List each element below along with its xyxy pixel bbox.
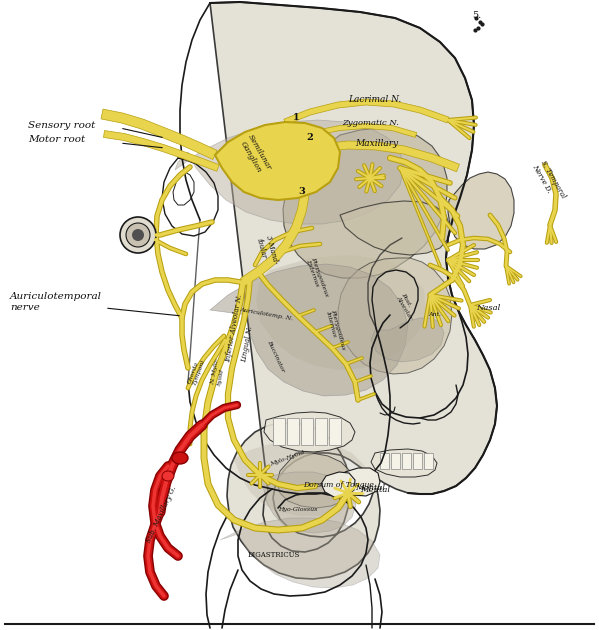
Polygon shape: [315, 418, 327, 445]
Polygon shape: [101, 109, 217, 159]
Text: Lacrimal N.: Lacrimal N.: [348, 96, 401, 105]
Polygon shape: [380, 453, 389, 469]
Text: Pterygoideus
Internus: Pterygoideus Internus: [325, 309, 346, 352]
Text: Pterygoideus
Externus: Pterygoideus Externus: [305, 256, 329, 299]
Text: Ant.: Ant.: [428, 312, 441, 318]
Text: Hyo-Glossus: Hyo-Glossus: [278, 508, 317, 512]
Text: Mental: Mental: [355, 484, 385, 492]
Polygon shape: [371, 318, 444, 362]
Polygon shape: [220, 518, 380, 588]
Text: Nasal: Nasal: [476, 304, 500, 312]
Polygon shape: [338, 258, 452, 374]
Text: Mylo-Hyoid: Mylo-Hyoid: [269, 450, 305, 467]
Text: Motor root: Motor root: [28, 135, 85, 144]
Text: Maxillary: Maxillary: [355, 139, 398, 147]
Text: Auriculotemp. N.: Auriculotemp. N.: [240, 307, 294, 322]
Text: Semilunar
Ganglion: Semilunar Ganglion: [238, 134, 273, 176]
Polygon shape: [413, 453, 422, 469]
Polygon shape: [264, 412, 355, 452]
Text: 2: 2: [307, 134, 313, 142]
Text: DIGASTRICUS: DIGASTRICUS: [248, 551, 300, 559]
Polygon shape: [301, 418, 313, 445]
Polygon shape: [273, 418, 285, 445]
Text: 5.: 5.: [472, 11, 481, 20]
Text: Lingual N.: Lingual N.: [240, 325, 255, 363]
Polygon shape: [256, 255, 426, 370]
Ellipse shape: [172, 452, 188, 464]
Polygon shape: [322, 141, 459, 172]
Text: Chorda
Tympani: Chorda Tympani: [187, 357, 207, 386]
Polygon shape: [258, 472, 356, 533]
Polygon shape: [344, 468, 380, 496]
Polygon shape: [287, 418, 299, 445]
Circle shape: [132, 229, 144, 241]
Text: 3 Mand-
ibular: 3 Mand- ibular: [255, 235, 279, 268]
Polygon shape: [215, 122, 340, 200]
Text: 3: 3: [299, 188, 305, 197]
Circle shape: [126, 223, 150, 247]
Text: 1: 1: [293, 113, 300, 122]
Circle shape: [120, 217, 156, 253]
Polygon shape: [371, 449, 437, 477]
Polygon shape: [210, 2, 497, 579]
Polygon shape: [424, 453, 433, 469]
Polygon shape: [391, 453, 400, 469]
Polygon shape: [104, 130, 219, 171]
Polygon shape: [277, 453, 354, 508]
Text: Zygomatic N.: Zygomatic N.: [342, 119, 399, 127]
Polygon shape: [210, 264, 408, 396]
Text: Post.
Alveolar: Post. Alveolar: [395, 292, 418, 321]
Text: Auriculotemporal
nerve: Auriculotemporal nerve: [10, 292, 102, 312]
Text: N. Mylo-
hyoid: N. Mylo- hyoid: [211, 358, 226, 386]
Polygon shape: [284, 99, 449, 125]
Text: Mental: Mental: [360, 486, 390, 494]
Polygon shape: [175, 120, 404, 224]
Polygon shape: [402, 453, 411, 469]
Polygon shape: [340, 201, 450, 255]
Polygon shape: [321, 472, 355, 497]
Polygon shape: [314, 123, 417, 137]
Polygon shape: [241, 192, 310, 286]
Text: Sensory root: Sensory root: [28, 120, 95, 130]
Text: Sub. Maxillary G.: Sub. Maxillary G.: [144, 484, 178, 544]
Polygon shape: [283, 128, 447, 278]
Polygon shape: [448, 172, 514, 249]
Text: Buccinator: Buccinator: [266, 339, 285, 372]
Ellipse shape: [162, 471, 174, 481]
Text: S. Temporal
Nerve D.: S. Temporal Nerve D.: [531, 159, 567, 204]
Text: Inferior Alveolar N.: Inferior Alveolar N.: [224, 294, 244, 363]
Polygon shape: [232, 441, 368, 516]
Polygon shape: [329, 418, 341, 445]
Text: Dorsum of Tongue.: Dorsum of Tongue.: [303, 481, 376, 489]
